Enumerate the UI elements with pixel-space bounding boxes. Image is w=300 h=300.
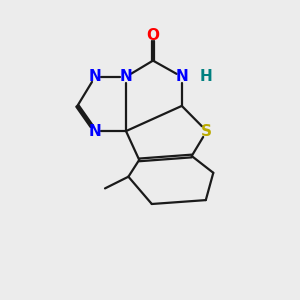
Text: N: N (89, 69, 101, 84)
Text: N: N (176, 69, 188, 84)
Text: N: N (120, 69, 132, 84)
Text: H: H (200, 69, 212, 84)
Text: N: N (89, 124, 101, 139)
Text: O: O (146, 28, 160, 43)
Text: S: S (201, 124, 212, 139)
